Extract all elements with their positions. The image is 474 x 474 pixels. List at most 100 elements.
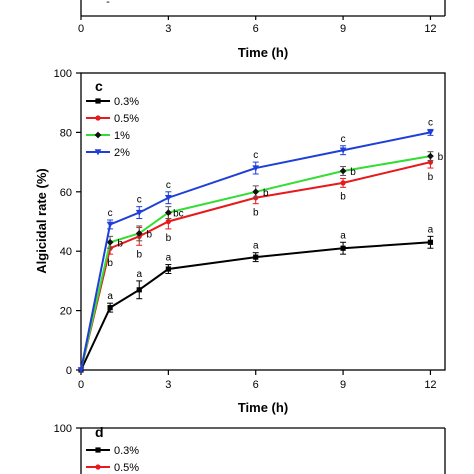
significance-label: c (253, 150, 258, 161)
significance-label: a (136, 269, 142, 280)
top-panel-x-axis-title: Time (h) (238, 45, 288, 60)
panel-c-y-tick-label: 40 (60, 246, 72, 258)
panel-c-y-tick-label: 0 (66, 365, 72, 377)
panel-c-x-tick-label: 12 (424, 379, 436, 391)
panel-d-legend: 0.3% 0.5% (86, 445, 139, 474)
legend-item: 0.5% (86, 462, 139, 474)
significance-label: c (341, 134, 346, 145)
significance-label: a (166, 253, 172, 264)
data-point (427, 239, 434, 245)
legend-item: 0.5% (86, 113, 139, 125)
data-point (252, 165, 260, 172)
panel-d-letter: d (95, 424, 104, 440)
top-panel-x-tick-label: 6 (253, 23, 259, 35)
panel-c-y-tick-label: 60 (60, 187, 72, 199)
panel-c-y-ticks: 0 20 40 60 80 100 (54, 68, 81, 377)
significance-label: b (136, 249, 142, 260)
panel-c-y-tick-label: 20 (60, 306, 72, 318)
significance-label: a (253, 241, 259, 252)
data-point (165, 266, 171, 272)
top-panel-x-tick-label: 9 (340, 23, 346, 35)
data-point (106, 221, 114, 228)
significance-label: a (340, 230, 346, 241)
panel-c-y-tick-label: 80 (60, 127, 72, 139)
data-point (253, 254, 259, 260)
data-point (339, 167, 347, 175)
legend-swatch-marker (95, 115, 101, 121)
legend-swatch-marker (95, 447, 101, 453)
panel-c-x-tick-label: 6 (253, 379, 259, 391)
panel-c-plot-frame (80, 72, 446, 371)
panel-c-x-tick-label: 9 (340, 379, 346, 391)
series-0.3%: a a a a a a (78, 224, 434, 373)
significance-label: bc (173, 209, 184, 220)
legend-item: 1% (86, 130, 130, 142)
panel-d-y-tick-label: 100 (54, 423, 72, 435)
significance-label: b (253, 208, 259, 219)
legend-swatch-marker (95, 464, 101, 470)
data-point (107, 305, 113, 311)
legend-label: 0.3% (114, 445, 139, 457)
significance-label: a (107, 291, 113, 302)
panel-c-y-tick-label: 100 (54, 68, 72, 80)
panel-c-x-tick-label: 3 (165, 379, 171, 391)
significance-label: b (263, 188, 269, 199)
legend-item: 0.3% (86, 445, 139, 457)
significance-label: b (428, 172, 434, 183)
top-panel-y-tick-fragment: - (106, 0, 110, 8)
data-point (165, 218, 171, 225)
panel-c-x-ticks: 0 3 6 9 12 (78, 370, 437, 391)
significance-label: a (428, 224, 434, 235)
data-point (427, 152, 434, 160)
data-point (135, 230, 143, 237)
panel-c-x-tick-label: 0 (78, 379, 84, 391)
legend-item: 0.3% (86, 96, 139, 108)
legend-label: 1% (114, 130, 130, 142)
series-2%: c c c c c c (77, 117, 434, 374)
panel-c-legend: 0.3% 0.5% 1% 2% (86, 96, 139, 159)
significance-label: b (146, 229, 152, 240)
legend-swatch-marker (95, 98, 101, 104)
data-point (135, 209, 143, 216)
data-point (340, 180, 346, 186)
significance-label: c (108, 208, 113, 219)
data-point (339, 147, 347, 154)
significance-label: b (340, 191, 346, 202)
significance-label: b (166, 233, 172, 244)
significance-label: b (117, 238, 123, 249)
panel-c-x-axis-title: Time (h) (238, 400, 288, 415)
legend-label: 0.3% (114, 96, 139, 108)
data-point (164, 195, 172, 202)
panel-d: 100 d 0.3% 0.5% (54, 423, 446, 474)
legend-swatch-marker (94, 149, 102, 156)
data-point (427, 129, 434, 136)
data-point (252, 188, 260, 196)
top-panel-x-tick-label: 12 (424, 23, 436, 35)
top-panel-x-tick-label: 3 (165, 23, 171, 35)
panel-c-letter: c (95, 78, 103, 94)
legend-label: 2% (114, 147, 130, 159)
significance-label: c (137, 195, 142, 206)
top-panel-x-tick-label: 0 (78, 23, 84, 35)
legend-item: 2% (86, 147, 130, 159)
top-panel: - 0 3 6 9 12 Time (h) (78, 0, 446, 60)
legend-swatch-marker (94, 131, 102, 139)
legend-label: 0.5% (114, 462, 139, 474)
significance-label: c (428, 117, 433, 128)
data-point (164, 209, 172, 216)
panel-c-y-axis-title: Algicidal rate (%) (34, 168, 49, 273)
data-point (136, 287, 142, 293)
significance-label: c (166, 180, 171, 191)
significance-label: b (438, 152, 444, 163)
legend-label: 0.5% (114, 113, 139, 125)
data-point (340, 245, 346, 251)
top-panel-x-ticks: 0 3 6 9 12 (78, 16, 437, 35)
data-point (106, 238, 114, 246)
significance-label: b (107, 258, 113, 269)
panel-c: 0 20 40 60 80 100 0 3 6 9 12 Algicidal rate (%) T… (34, 68, 446, 415)
data-point (77, 367, 85, 374)
significance-label: b (350, 167, 356, 178)
